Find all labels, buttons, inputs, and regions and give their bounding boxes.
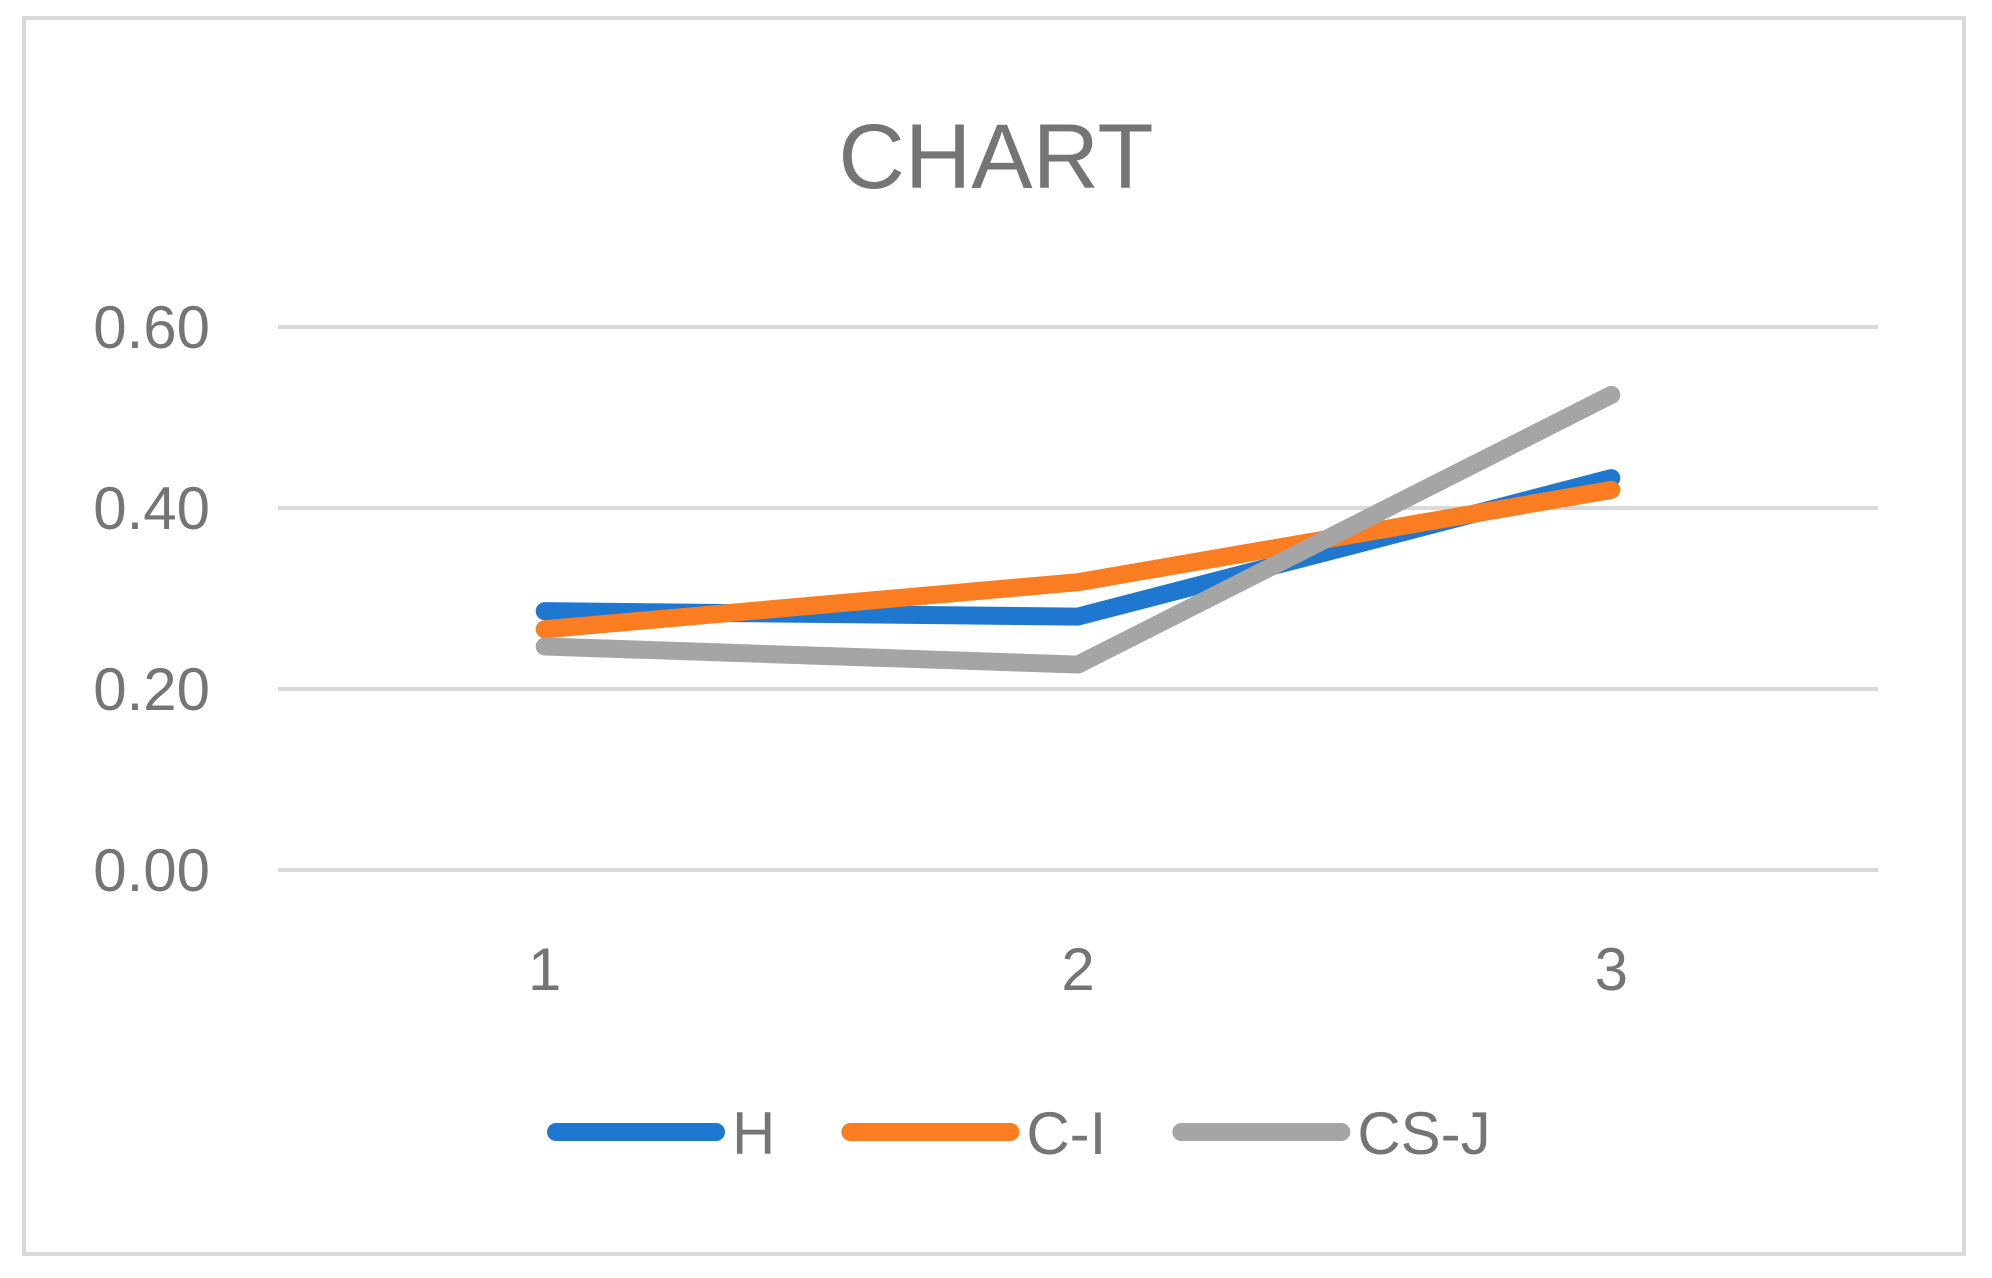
chart-frame bbox=[22, 16, 1966, 1256]
x-axis-ticks: 1 2 3 bbox=[528, 936, 1628, 1003]
x-tick-label: 3 bbox=[1595, 936, 1628, 1003]
y-tick-label: 0.00 bbox=[93, 837, 210, 904]
series-line-cs-j bbox=[535, 385, 1621, 674]
x-tick-label: 2 bbox=[1061, 936, 1094, 1003]
legend-label: CS-J bbox=[1357, 1100, 1490, 1167]
y-axis-ticks: 0.00 0.20 0.40 0.60 bbox=[93, 294, 210, 904]
series-lines bbox=[535, 385, 1621, 674]
legend-label: C-I bbox=[1026, 1100, 1106, 1167]
y-tick-label: 0.60 bbox=[93, 294, 210, 361]
legend-label: H bbox=[732, 1100, 775, 1167]
chart-title: CHART bbox=[838, 106, 1153, 208]
series-line-c-i bbox=[535, 480, 1621, 639]
x-tick-label: 1 bbox=[528, 936, 561, 1003]
series-line-h bbox=[535, 469, 1621, 626]
y-tick-label: 0.40 bbox=[93, 475, 210, 542]
y-tick-label: 0.20 bbox=[93, 656, 210, 723]
gridlines bbox=[278, 325, 1878, 872]
legend: H C-I CS-J bbox=[547, 1100, 1491, 1167]
